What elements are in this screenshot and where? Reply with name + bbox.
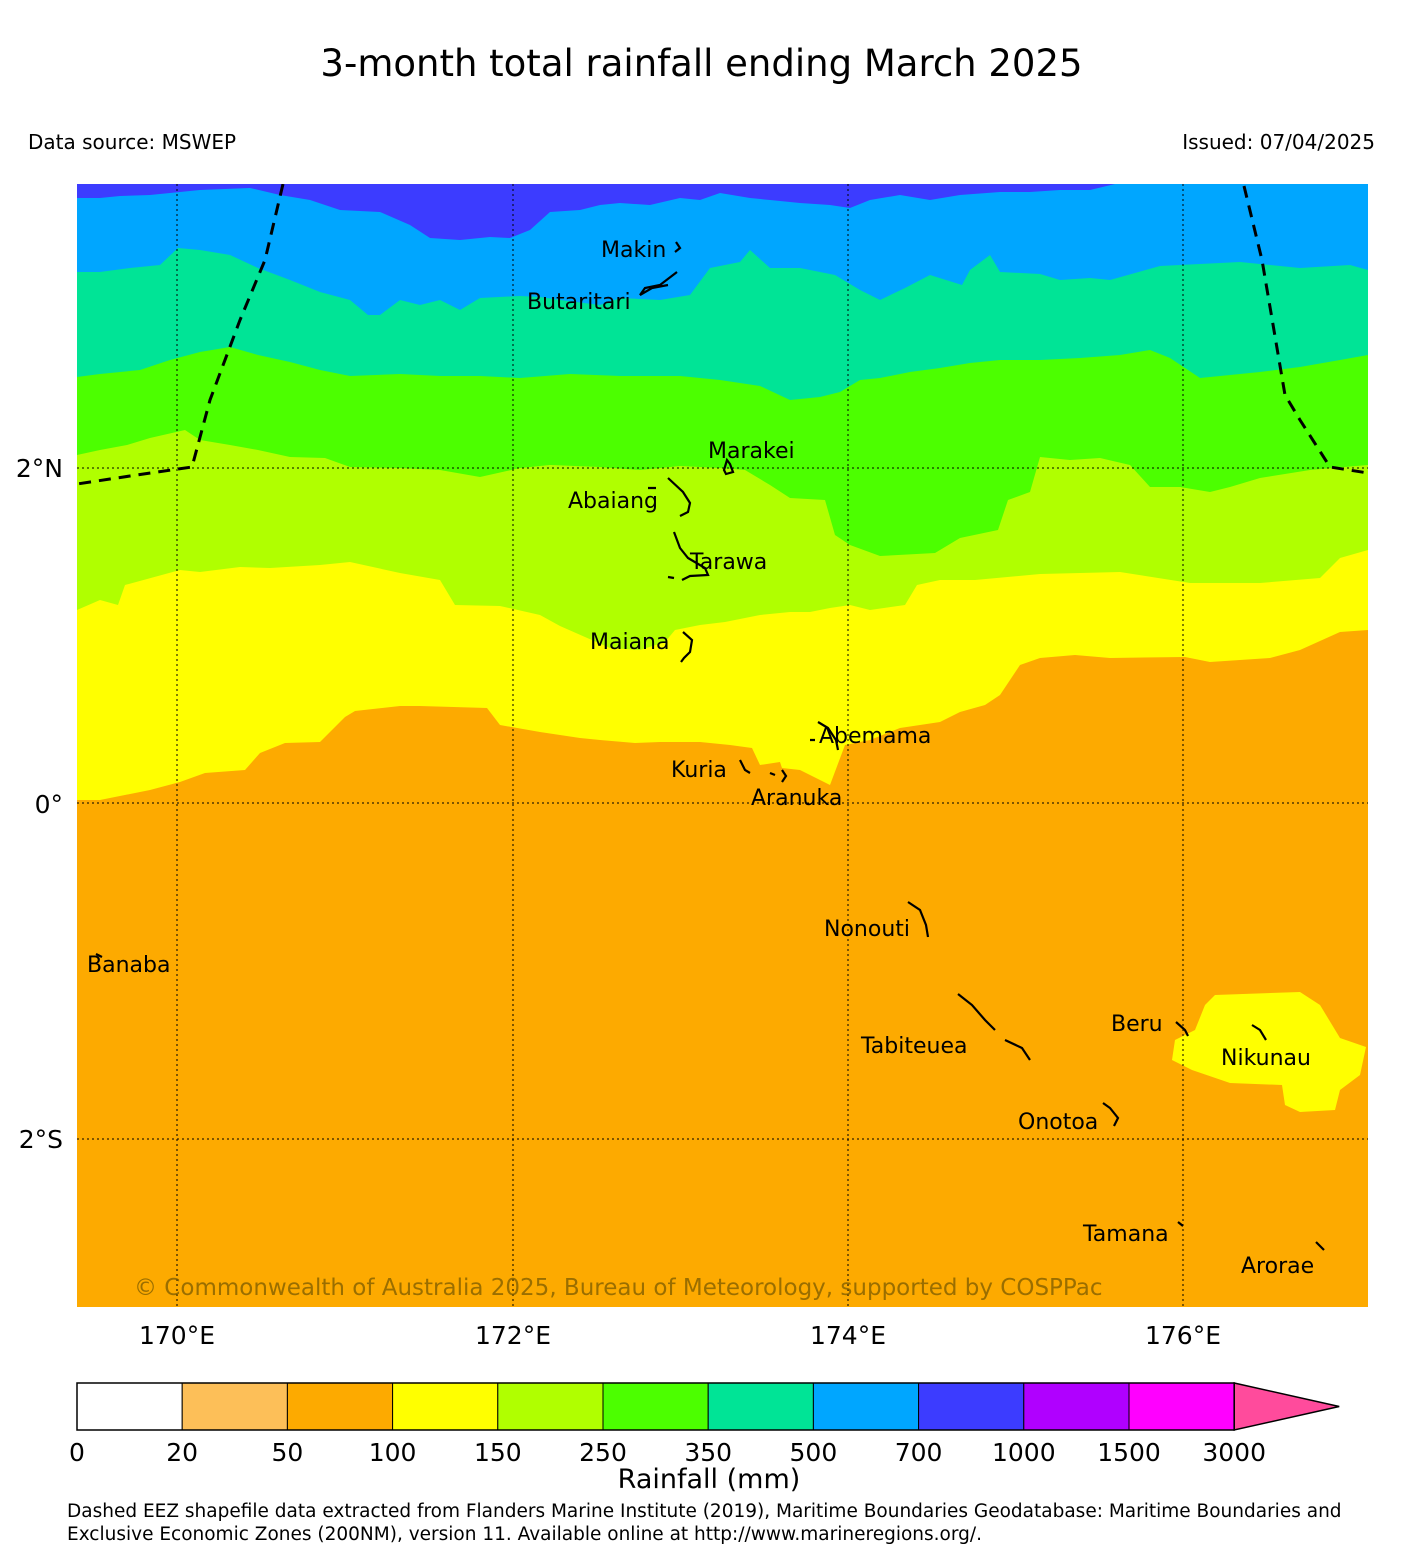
- colorbar-tick-label: 500: [790, 1438, 838, 1467]
- island-label-tarawa: Tarawa: [689, 550, 767, 575]
- colorbar-swatch: [392, 1382, 499, 1431]
- colorbar-tick-label: 1000: [992, 1438, 1056, 1467]
- eez-boundary-west: [77, 184, 285, 486]
- colorbar-swatch: [76, 1382, 183, 1431]
- colorbar-swatch: [1023, 1382, 1130, 1431]
- island-outline-tarawa: [667, 531, 710, 581]
- colorbar-swatch: [286, 1382, 394, 1431]
- colorbar-tick-label: 50: [271, 1438, 303, 1467]
- colorbar-swatch: [918, 1382, 1025, 1431]
- longitude-labels: 170°E 172°E 174°E 176°E: [139, 1321, 1221, 1350]
- colorbar-tick-label: 150: [474, 1438, 522, 1467]
- lat-label-2n: 2°N: [16, 454, 63, 483]
- colorbar-swatch: [181, 1382, 288, 1431]
- island-label-abaiang: Abaiang: [568, 489, 658, 514]
- island-outline-nikunau: [1251, 1024, 1267, 1041]
- colorbar-tick-label: 700: [895, 1438, 943, 1467]
- issued-date-label: Issued: 07/04/2025: [1182, 130, 1375, 154]
- colorbar: [76, 1382, 1340, 1431]
- band-700-1000: [77, 184, 1115, 240]
- island-outline-butaritari: [639, 271, 678, 296]
- colorbar-swatch: [1128, 1382, 1235, 1431]
- colorbar-tick-label: 350: [684, 1438, 732, 1467]
- island-label-kuria: Kuria: [671, 758, 727, 783]
- lon-label-170e: 170°E: [139, 1321, 215, 1350]
- island-label-butaritari: Butaritari: [527, 290, 631, 315]
- gridlines: [77, 184, 1368, 1307]
- island-label-abemama: Abemama: [819, 724, 931, 749]
- island-label-nonouti: Nonouti: [824, 917, 910, 942]
- island-outline-arorae: [1315, 1241, 1325, 1251]
- island-label-nikunau: Nikunau: [1221, 1046, 1311, 1071]
- colorbar-tick-label: 1500: [1097, 1438, 1161, 1467]
- island-label-marakei: Marakei: [708, 439, 795, 464]
- island-label-banaba: Banaba: [87, 953, 170, 978]
- eez-boundary-east: [1242, 185, 1368, 475]
- lon-label-176e: 176°E: [1145, 1321, 1221, 1350]
- island-label-arorae: Arorae: [1241, 1254, 1314, 1279]
- island-label-tabiteuea: Tabiteuea: [860, 1034, 967, 1059]
- colorbar-outline: [76, 1382, 1235, 1431]
- island-labels: Makin Butaritari Marakei Abaiang Tarawa …: [87, 238, 1314, 1279]
- island-label-makin: Makin: [601, 238, 666, 263]
- colorbar-tick-label: 3000: [1202, 1438, 1266, 1467]
- colorbar-swatch: [602, 1382, 709, 1431]
- island-outline-abaiang: [648, 477, 692, 517]
- island-label-onotoa: Onotoa: [1018, 1110, 1098, 1135]
- island-outline-aranuka: [769, 769, 788, 783]
- lat-label-0: 0°: [35, 790, 63, 819]
- eez-footnote: Dashed EEZ shapefile data extracted from…: [67, 1501, 1342, 1545]
- map-title: 3-month total rainfall ending March 2025: [320, 42, 1083, 85]
- colorbar-tick-label: 100: [369, 1438, 417, 1467]
- island-outline-tabiteuea: [957, 993, 1031, 1061]
- colorbar-swatch: [497, 1382, 604, 1431]
- island-outline-beru: [1175, 1021, 1189, 1037]
- data-source-label: Data source: MSWEP: [28, 130, 237, 154]
- island-outline-kuria: [739, 759, 751, 774]
- island-outlines: [95, 241, 1325, 1251]
- island-label-maiana: Maiana: [590, 630, 669, 655]
- lat-label-2s: 2°S: [19, 1125, 63, 1154]
- colorbar-title: Rainfall (mm): [617, 1464, 801, 1495]
- colorbar-tick-label: 250: [579, 1438, 627, 1467]
- latitude-labels: 2°N 0° 2°S: [16, 454, 63, 1154]
- island-outline-nonouti: [907, 901, 930, 938]
- band-100-150-south: [1172, 992, 1366, 1112]
- colorbar-swatch: [812, 1382, 920, 1431]
- island-outline-banaba: [95, 953, 103, 958]
- rainfall-contours: [77, 184, 1368, 1307]
- colorbar-ticks: 0 20 50 100 150 250 350 500 700 1000 1500 3000: [69, 1438, 1266, 1467]
- island-label-beru: Beru: [1111, 1012, 1163, 1037]
- eez-boundaries: [77, 184, 1368, 486]
- island-outline-tamana: [1177, 1221, 1184, 1227]
- island-outline-maiana: [680, 631, 694, 663]
- island-outline-abemama: [810, 721, 840, 751]
- lon-label-174e: 174°E: [810, 1321, 886, 1350]
- island-outline-makin: [674, 241, 682, 253]
- colorbar-tick-label: 0: [69, 1438, 85, 1467]
- copyright-notice: © Commonwealth of Australia 2025, Bureau…: [134, 1275, 1103, 1301]
- island-label-aranuka: Aranuka: [751, 786, 842, 811]
- lon-label-172e: 172°E: [475, 1321, 551, 1350]
- colorbar-swatch: [707, 1382, 814, 1431]
- colorbar-extend-arrow: [1233, 1382, 1340, 1431]
- colorbar-tick-label: 20: [166, 1438, 198, 1467]
- island-label-tamana: Tamana: [1082, 1222, 1169, 1247]
- island-outline-onotoa: [1102, 1102, 1120, 1127]
- island-outline-marakei: [722, 457, 735, 476]
